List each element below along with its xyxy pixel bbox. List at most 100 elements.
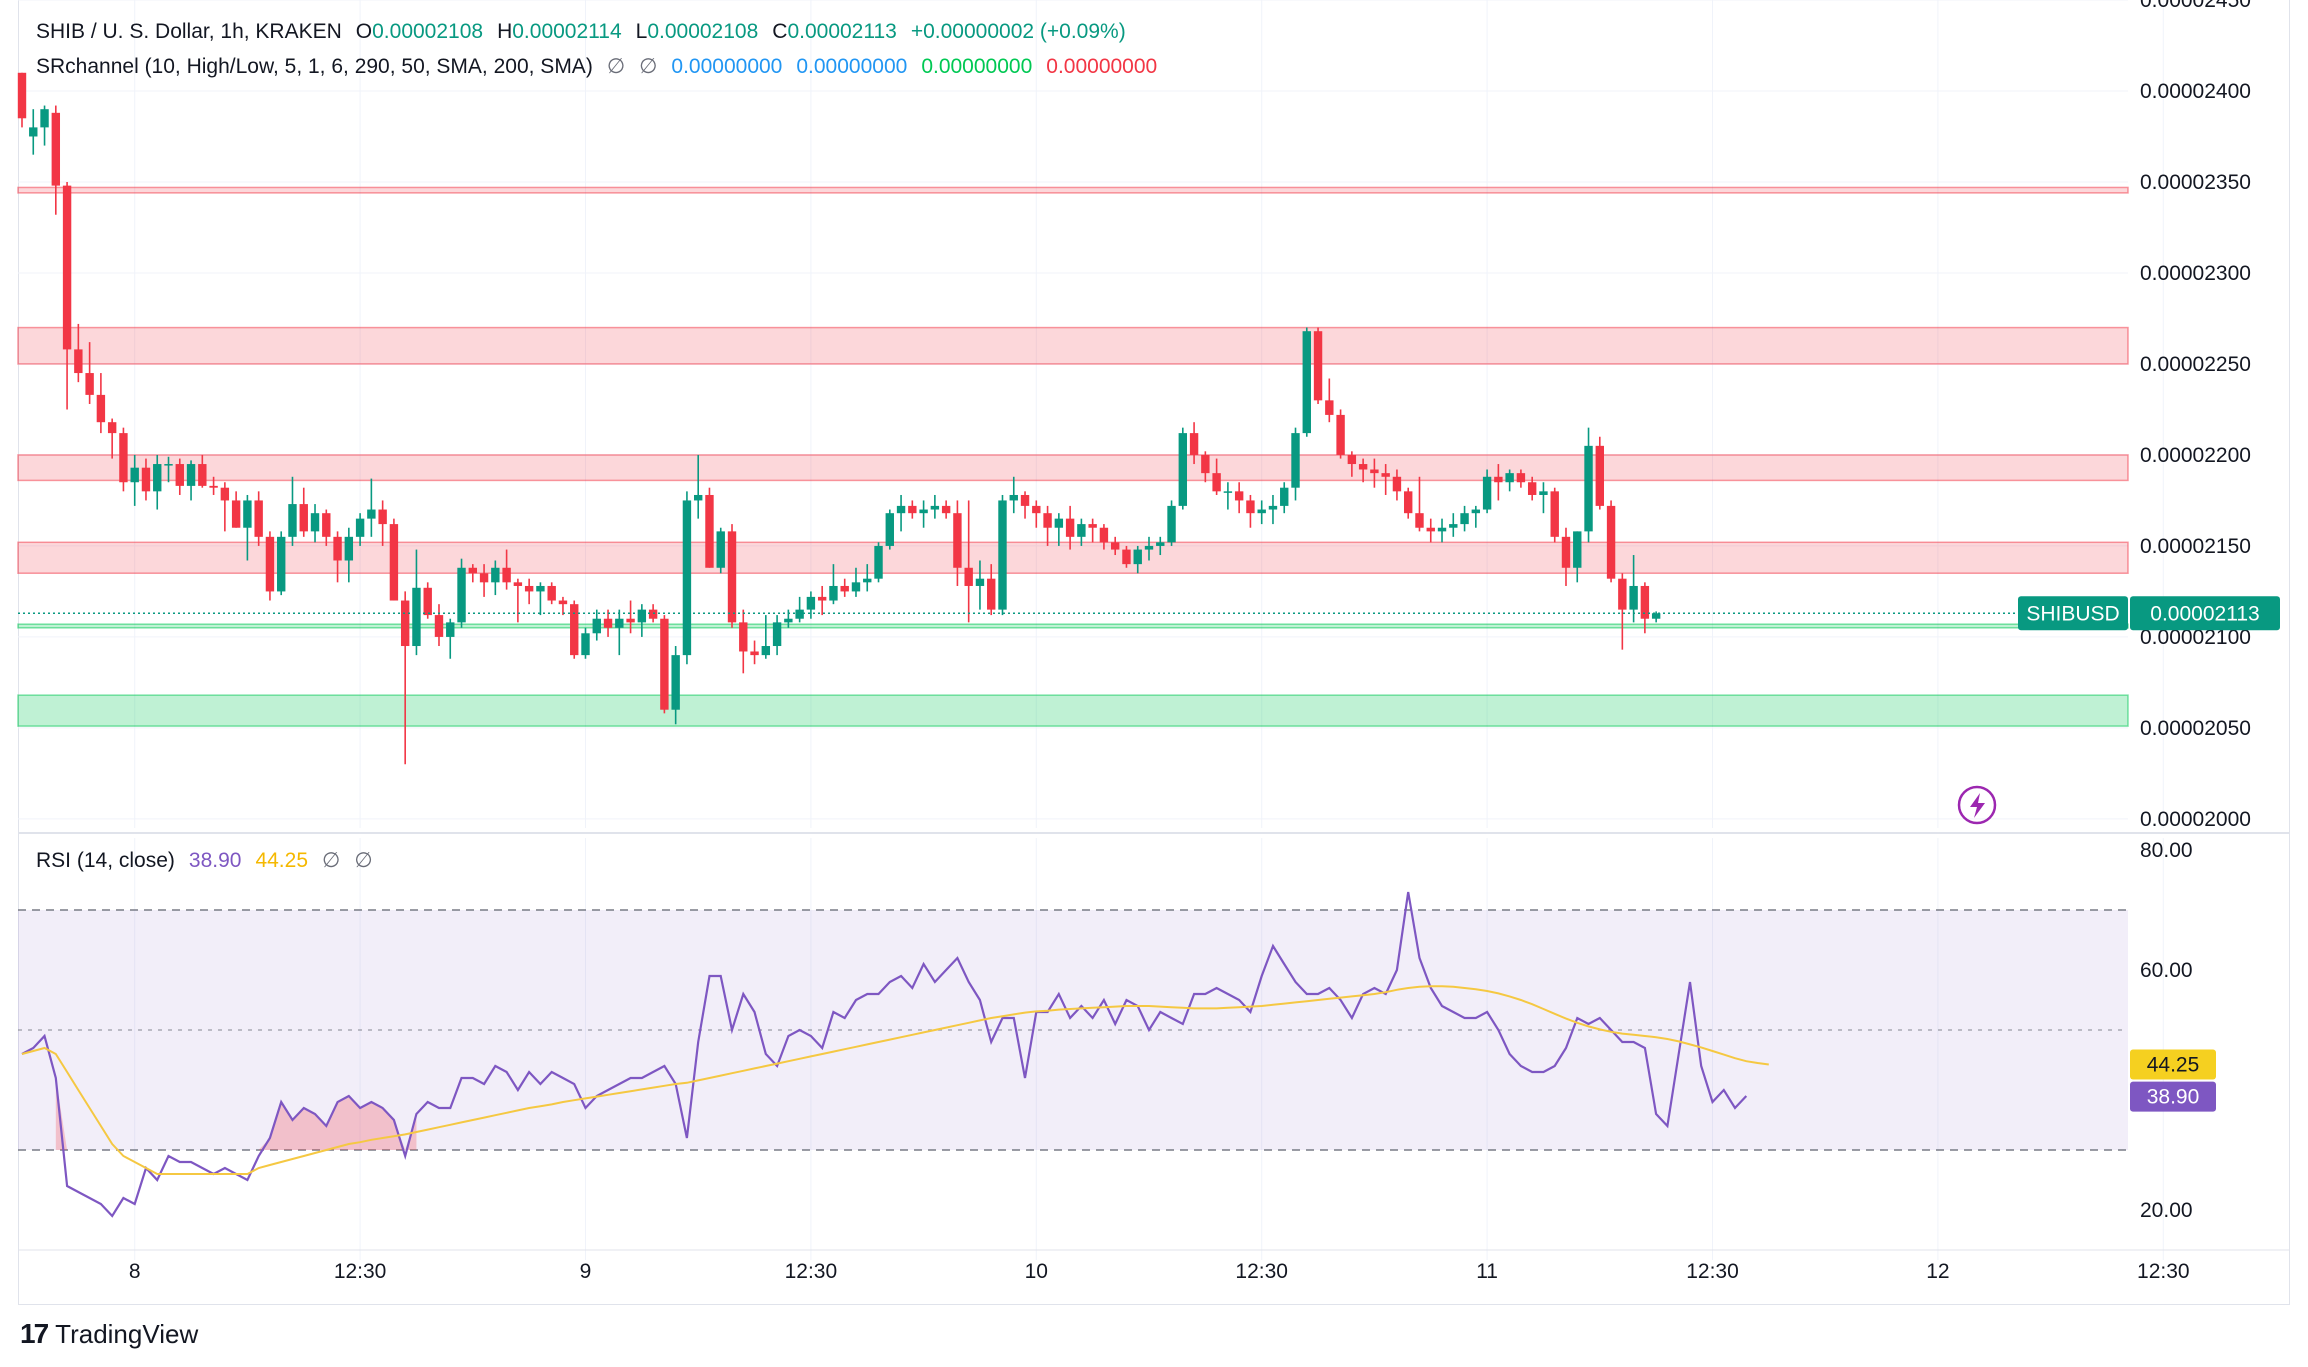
candle[interactable] xyxy=(524,585,534,592)
candle[interactable] xyxy=(1550,491,1559,537)
candle[interactable] xyxy=(1291,433,1300,488)
candle[interactable] xyxy=(1437,527,1447,532)
candle[interactable] xyxy=(209,485,218,488)
candle[interactable] xyxy=(817,596,827,601)
candle[interactable] xyxy=(547,585,556,601)
candle[interactable] xyxy=(1573,531,1582,568)
candle[interactable] xyxy=(333,536,342,561)
candle[interactable] xyxy=(840,585,849,592)
resistance-zone[interactable] xyxy=(17,454,2129,482)
candle[interactable] xyxy=(434,615,444,637)
resistance-zone[interactable] xyxy=(17,541,2129,574)
candle[interactable] xyxy=(581,633,590,656)
candle[interactable] xyxy=(964,567,973,586)
candle[interactable] xyxy=(1347,454,1357,465)
candle[interactable] xyxy=(536,585,545,592)
last-price-badge[interactable] xyxy=(2130,596,2280,631)
candle[interactable] xyxy=(1516,473,1526,483)
candle[interactable] xyxy=(1325,400,1334,415)
candle[interactable] xyxy=(829,585,838,601)
srchannel-legend[interactable]: SRchannel (10, High/Low, 5, 1, 6, 290, 5… xyxy=(36,54,1157,79)
srchannel-name[interactable]: SRchannel (10, High/Low, 5, 1, 6, 290, 5… xyxy=(36,54,593,78)
candle[interactable] xyxy=(175,464,184,486)
candle[interactable] xyxy=(1606,505,1616,579)
candle[interactable] xyxy=(310,513,320,532)
candle[interactable] xyxy=(491,567,500,583)
rsi-legend[interactable]: RSI (14, close) 38.90 44.25 ∅ ∅ xyxy=(36,848,373,873)
candle[interactable] xyxy=(513,582,523,586)
candle[interactable] xyxy=(231,500,241,528)
candle[interactable] xyxy=(987,578,996,610)
candle[interactable] xyxy=(851,582,861,592)
candle[interactable] xyxy=(1054,518,1064,528)
candle[interactable] xyxy=(885,513,894,546)
candle[interactable] xyxy=(322,513,331,537)
candle[interactable] xyxy=(908,505,917,514)
candle[interactable] xyxy=(1234,491,1244,501)
candle[interactable] xyxy=(1482,476,1492,510)
candle[interactable] xyxy=(344,536,354,561)
candle[interactable] xyxy=(141,467,151,492)
symbol-title[interactable]: SHIB / U. S. Dollar, 1h, KRAKEN xyxy=(36,20,342,43)
candle[interactable] xyxy=(1189,433,1199,455)
candle[interactable] xyxy=(1268,505,1278,510)
candle[interactable] xyxy=(558,600,568,605)
candle[interactable] xyxy=(51,112,61,186)
candle[interactable] xyxy=(1201,454,1210,474)
candle[interactable] xyxy=(1167,505,1176,543)
candle[interactable] xyxy=(1257,509,1266,514)
candle[interactable] xyxy=(671,655,680,710)
candle[interactable] xyxy=(299,504,308,532)
candle[interactable] xyxy=(615,618,624,628)
candle[interactable] xyxy=(1077,524,1086,537)
candle[interactable] xyxy=(378,509,387,525)
candle[interactable] xyxy=(502,567,511,583)
lightning-icon[interactable] xyxy=(1957,785,1997,825)
candle[interactable] xyxy=(705,494,714,568)
candle[interactable] xyxy=(795,609,804,619)
candle[interactable] xyxy=(457,567,466,623)
candle[interactable] xyxy=(930,505,940,510)
candle[interactable] xyxy=(716,531,725,568)
candle[interactable] xyxy=(1527,482,1537,495)
candle[interactable] xyxy=(727,531,737,623)
candle[interactable] xyxy=(626,618,635,623)
candle[interactable] xyxy=(592,618,601,634)
candle[interactable] xyxy=(277,536,286,592)
candle[interactable] xyxy=(953,513,962,568)
candle[interactable] xyxy=(164,464,173,466)
candle[interactable] xyxy=(1618,578,1627,610)
candle[interactable] xyxy=(1088,524,1097,528)
candle[interactable] xyxy=(400,600,410,647)
candle[interactable] xyxy=(660,618,669,710)
candle[interactable] xyxy=(479,573,489,583)
candle[interactable] xyxy=(220,487,230,501)
candle[interactable] xyxy=(96,394,106,423)
candle[interactable] xyxy=(1651,613,1661,619)
candle[interactable] xyxy=(288,504,297,537)
candle[interactable] xyxy=(1178,433,1188,506)
candle[interactable] xyxy=(1381,473,1390,477)
candle[interactable] xyxy=(130,467,139,483)
candle[interactable] xyxy=(1449,524,1458,528)
candle[interactable] xyxy=(603,618,613,628)
candle[interactable] xyxy=(1065,518,1075,537)
candle[interactable] xyxy=(254,500,263,537)
candle[interactable] xyxy=(1099,527,1109,543)
candle[interactable] xyxy=(1156,542,1165,546)
candle[interactable] xyxy=(1426,527,1435,532)
candle[interactable] xyxy=(1640,585,1650,619)
candle[interactable] xyxy=(637,609,647,623)
candle[interactable] xyxy=(74,349,83,374)
candle[interactable] xyxy=(1561,536,1571,568)
candle[interactable] xyxy=(29,127,38,137)
resistance-zone[interactable] xyxy=(17,186,2129,194)
candle[interactable] xyxy=(1595,445,1604,506)
rsi-ma-badge[interactable] xyxy=(2130,1049,2216,1080)
candle[interactable] xyxy=(919,509,928,514)
candle[interactable] xyxy=(186,464,196,486)
candle[interactable] xyxy=(1223,491,1233,493)
candle[interactable] xyxy=(412,587,421,647)
candle[interactable] xyxy=(389,524,399,601)
candle[interactable] xyxy=(40,109,49,128)
